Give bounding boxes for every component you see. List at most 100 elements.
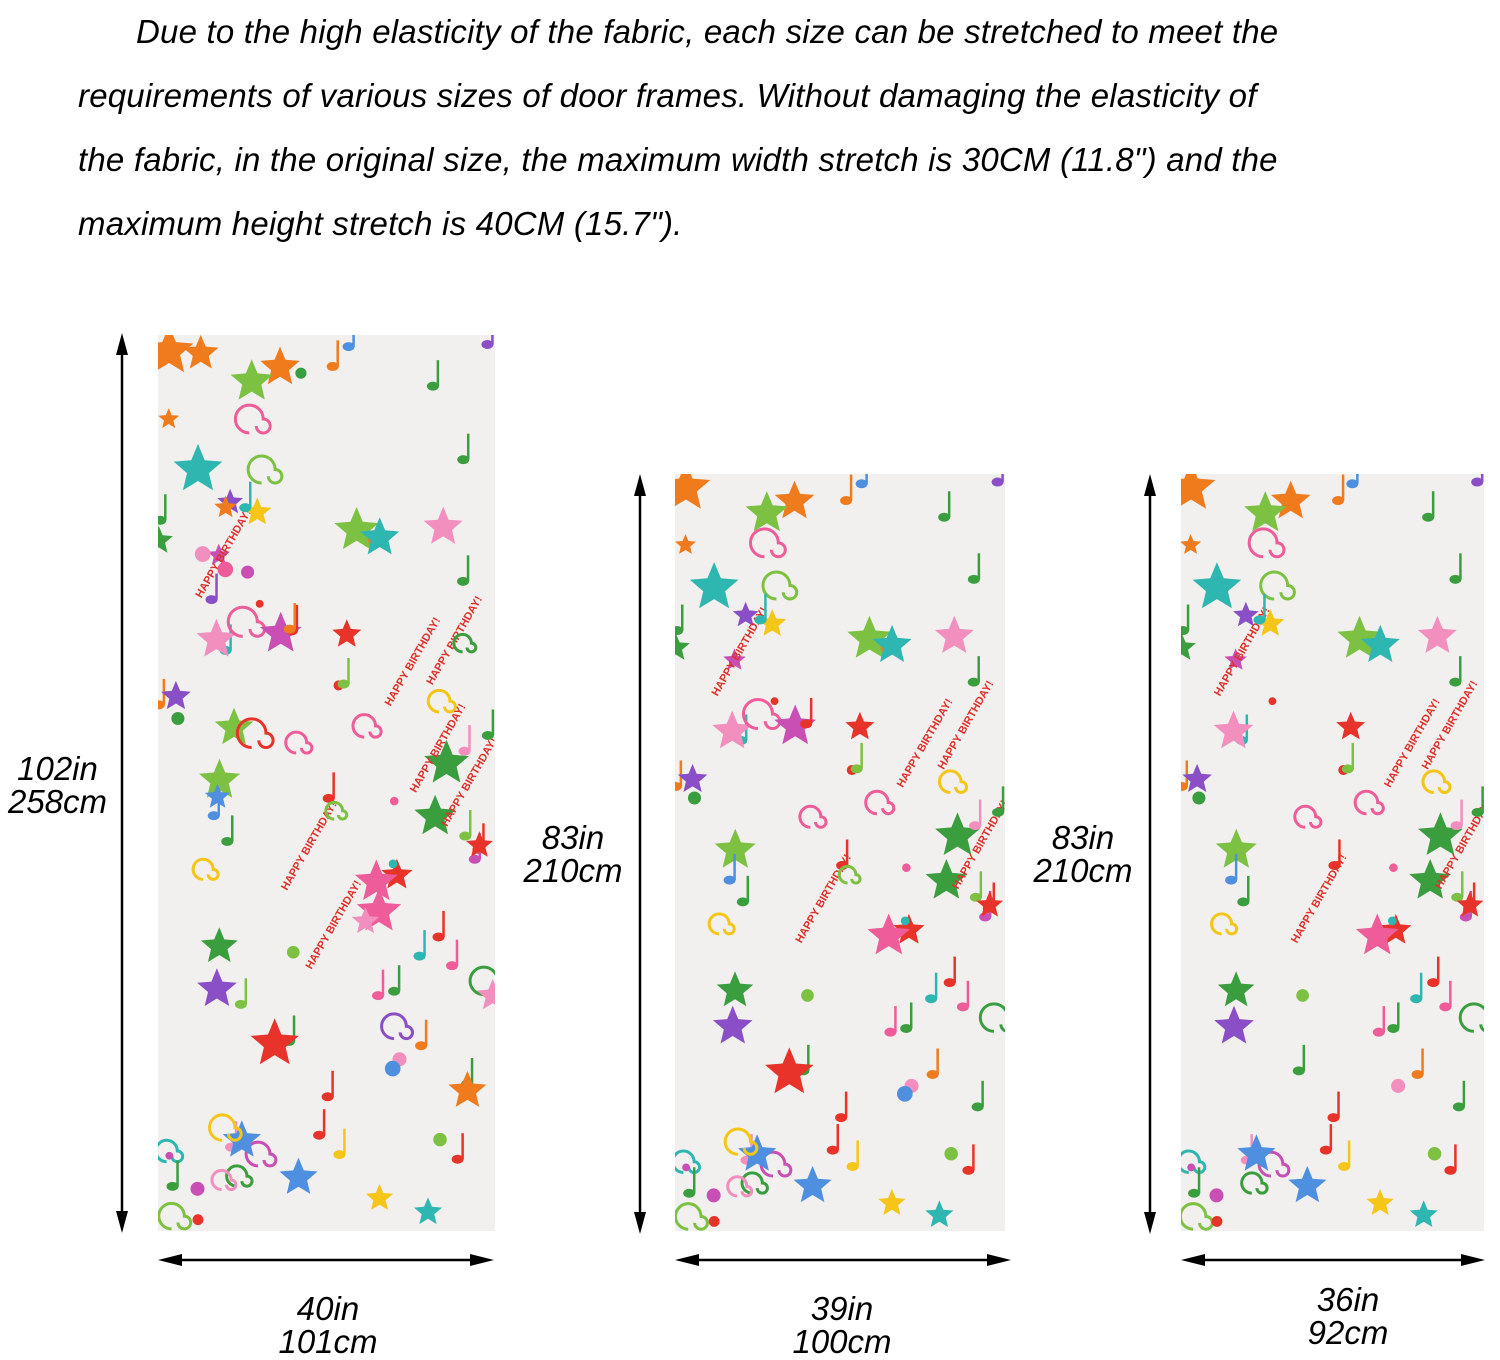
star-shape (675, 474, 711, 509)
star-shape (423, 506, 463, 544)
star-shape (250, 1018, 299, 1065)
swirl-shape (1421, 769, 1452, 794)
height-cm-3: 210cm (1033, 852, 1133, 889)
swirl-shape (1210, 912, 1239, 936)
dot-shape (171, 711, 185, 726)
star-shape (1456, 891, 1484, 917)
music-note (962, 1144, 975, 1175)
music-note (1292, 1044, 1306, 1076)
music-note (371, 969, 385, 1001)
birthday-text-decoration: HAPPY BIRTHDAY! (1289, 852, 1350, 945)
star-shape (476, 979, 495, 1010)
star-shape (1288, 1165, 1327, 1203)
music-note (850, 742, 863, 774)
star-shape (934, 615, 974, 653)
dot-shape (1296, 989, 1309, 1002)
swirl-shape (235, 717, 275, 749)
star-shape (230, 359, 273, 400)
dot-shape (706, 1188, 721, 1203)
dot-shape (1389, 863, 1398, 873)
dot-shape (255, 599, 264, 608)
star-shape (259, 611, 302, 652)
star-shape (204, 783, 231, 808)
music-note (1237, 875, 1250, 907)
star-shape (1360, 624, 1400, 662)
dot-shape (1427, 1147, 1442, 1161)
swirl-shape (233, 403, 272, 435)
music-note (736, 875, 750, 907)
star-shape (214, 495, 237, 518)
description-line-2: requirements of various sizes of door fr… (78, 77, 1257, 114)
star-shape (1182, 763, 1212, 792)
width-arrow-3 (1181, 1254, 1485, 1266)
music-note (1450, 799, 1463, 831)
star-shape (161, 680, 191, 710)
width-cm-2: 100cm (792, 1323, 892, 1360)
star-shape (414, 1197, 442, 1225)
music-note (846, 1140, 859, 1171)
star-shape (1215, 828, 1257, 868)
music-note (321, 1070, 334, 1102)
star-shape (158, 335, 194, 373)
music-note (413, 930, 426, 961)
swirl-shape (351, 713, 383, 739)
star-shape (732, 601, 759, 627)
music-note (991, 474, 1004, 487)
music-note (675, 604, 684, 636)
music-note (1253, 593, 1266, 625)
star-shape (214, 707, 254, 745)
height-label-1: 102in 258cm (0, 752, 115, 818)
swirl-shape (1293, 804, 1323, 829)
star-shape (689, 562, 739, 609)
swirl-shape (837, 864, 862, 885)
dot-shape (944, 1147, 958, 1161)
music-note (481, 335, 494, 349)
star-shape (1417, 615, 1457, 653)
curtain-image-narrow: HAPPY BIRTHDAY! HAPPY BIRTHDAY! HAPPY BIRT… (1181, 474, 1484, 1231)
dot-shape (389, 796, 399, 806)
music-note (1341, 742, 1355, 774)
star-shape (847, 615, 892, 658)
music-note (1319, 1124, 1333, 1155)
dot-shape (384, 1060, 401, 1077)
star-shape (1181, 632, 1196, 660)
width-in-3: 36in (1316, 1281, 1380, 1318)
music-note (457, 433, 470, 465)
swirl-shape (468, 965, 495, 997)
music-note (884, 1006, 897, 1037)
dot-shape (682, 1163, 690, 1172)
star-shape (196, 618, 237, 657)
swirl-shape (1458, 1002, 1484, 1033)
music-note (1427, 956, 1440, 988)
swirl-shape (1353, 789, 1385, 816)
dot-shape (165, 1151, 174, 1160)
dot-shape (708, 1216, 720, 1227)
music-note (1451, 871, 1464, 902)
music-note (723, 854, 736, 885)
swirl-shape (978, 1002, 1005, 1033)
width-cm-1: 101cm (278, 1323, 378, 1360)
dot-shape (896, 1085, 913, 1102)
music-note (1444, 1144, 1457, 1175)
height-label-3: 83in 210cm (1024, 821, 1142, 887)
music-note (459, 810, 472, 841)
star-shape (360, 517, 400, 555)
star-shape (845, 711, 875, 740)
music-note (234, 978, 248, 1009)
swirl-shape (1257, 1150, 1291, 1178)
music-note (1410, 972, 1423, 1004)
swirl-shape (226, 605, 267, 638)
star-shape (872, 624, 912, 662)
star-shape (207, 543, 230, 565)
music-note (326, 340, 339, 371)
width-in-2: 39in (810, 1290, 874, 1327)
swirl-shape (798, 804, 828, 829)
music-note (900, 1002, 913, 1033)
dot-shape (194, 546, 211, 562)
star-shape (414, 794, 456, 835)
dot-shape (687, 791, 702, 805)
music-note (1338, 1140, 1351, 1171)
music-note (826, 1124, 840, 1155)
star-shape (793, 1165, 832, 1203)
swirl-shape (1240, 1171, 1269, 1195)
